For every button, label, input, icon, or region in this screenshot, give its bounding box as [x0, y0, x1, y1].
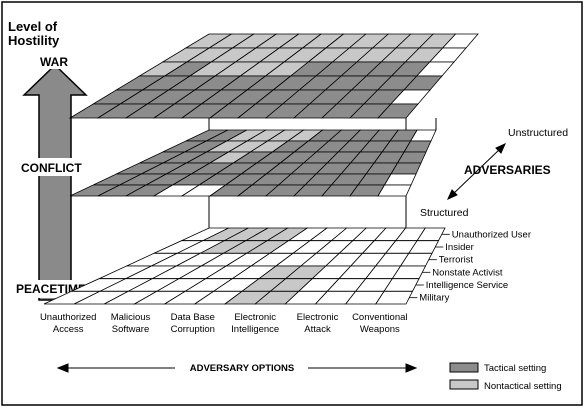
adversary-type-label: Military — [419, 293, 449, 304]
adversaries-label: ADVERSARIES — [464, 163, 551, 177]
option-label: Software — [112, 324, 150, 335]
option-label: Weapons — [360, 324, 400, 335]
option-label: Corruption — [171, 324, 215, 335]
adversary-type-label: Insider — [445, 242, 474, 253]
option-label: Unauthorized — [40, 312, 97, 323]
plane-conflict — [69, 129, 437, 197]
grid-cell — [375, 290, 414, 305]
unstructured-label: Unstructured — [508, 127, 568, 139]
option-label: Access — [53, 324, 84, 335]
adversary-type-label: Unauthorized User — [452, 229, 531, 240]
option-label: Attack — [304, 324, 331, 335]
option-label: Malicious — [111, 312, 151, 323]
title-line1: Level of — [8, 19, 58, 34]
adversary-type-label: Intelligence Service — [426, 280, 508, 291]
option-label: Intelligence — [231, 324, 279, 335]
legend-label-nontactical: Nontactical setting — [484, 381, 562, 392]
legend-label-tactical: Tactical setting — [484, 363, 546, 374]
level-conflict: CONFLICT — [21, 161, 82, 175]
level-war: WAR — [40, 55, 68, 69]
plane-war — [68, 33, 479, 119]
legend-swatch-nontactical — [449, 379, 479, 390]
grid-cell — [377, 184, 412, 197]
option-label: Electronic — [297, 312, 339, 323]
option-label: Electronic — [234, 312, 276, 323]
option-label: Data Base — [171, 312, 215, 323]
adversary-type-label: Terrorist — [439, 255, 474, 266]
hostility-planes — [43, 33, 479, 305]
adversaries-arrow — [447, 143, 506, 200]
conflict-label-bg — [20, 158, 88, 176]
war-label-bg — [38, 53, 74, 69]
plane-peacetime — [43, 227, 446, 305]
grid-cell — [377, 103, 419, 119]
adversary-type-label: Nonstate Activist — [432, 267, 503, 278]
hostility-arrow — [22, 63, 88, 301]
adversary-type-labels: Unauthorized User Insider TerroristNonstat… — [409, 229, 531, 304]
structured-label: Structured — [420, 207, 469, 219]
options-axis-arrow — [56, 363, 418, 373]
legend-swatch-tactical — [449, 362, 479, 373]
adversary-options-label: ADVERSARY OPTIONS — [190, 363, 295, 374]
title-line2: Hostility — [8, 33, 60, 48]
legend: Tactical setting Nontactical setting — [449, 362, 562, 392]
option-label: Conventional — [352, 312, 407, 323]
